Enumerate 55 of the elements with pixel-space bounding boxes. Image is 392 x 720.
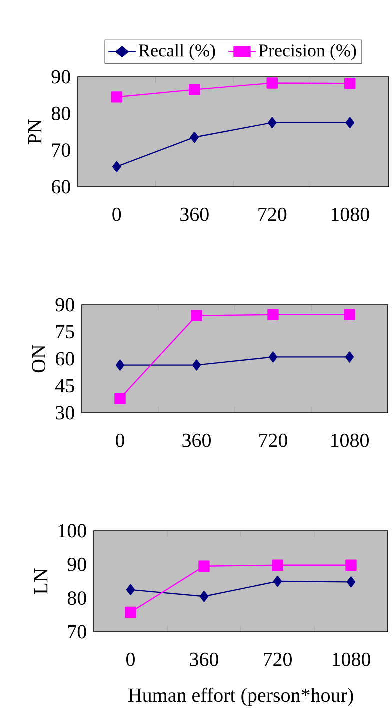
- point: [268, 309, 279, 320]
- x-tick-label: 0: [126, 652, 135, 666]
- point: [268, 352, 278, 363]
- y-tick-label: 70: [52, 144, 70, 158]
- point: [272, 560, 284, 571]
- legend-label: Precision (%): [259, 44, 356, 60]
- x-axis-title: Human effort (person*hour): [128, 688, 354, 706]
- y-axis-title: PN: [28, 120, 42, 144]
- point: [344, 78, 356, 90]
- point: [111, 92, 122, 103]
- y-tick-label: 60: [56, 352, 74, 366]
- y-tick-label: 90: [52, 70, 70, 84]
- point: [200, 591, 209, 602]
- x-tick-label: 1080: [332, 434, 369, 448]
- y-tick-label: 90: [68, 558, 86, 572]
- point: [191, 310, 202, 322]
- point: [268, 117, 277, 128]
- point: [346, 560, 357, 571]
- point: [346, 576, 356, 588]
- y-tick-label: 100: [58, 524, 86, 538]
- y-tick-label: 45: [56, 379, 74, 393]
- point: [273, 576, 282, 588]
- y-axis-title: ON: [32, 345, 46, 373]
- y-tick-label: 90: [56, 298, 74, 312]
- point: [114, 392, 126, 404]
- point: [125, 606, 136, 618]
- y-tick-label: 80: [52, 106, 70, 120]
- x-tick-label: 720: [260, 434, 288, 448]
- y-tick-label: 60: [52, 180, 70, 194]
- y-tick-label: 75: [56, 325, 74, 339]
- point: [192, 360, 202, 371]
- y-axis-title: LN: [34, 568, 48, 594]
- point: [116, 360, 125, 371]
- x-tick-label: 1080: [333, 652, 370, 666]
- point: [126, 584, 136, 596]
- x-tick-label: 720: [258, 208, 287, 222]
- point: [190, 132, 199, 144]
- point: [266, 78, 278, 89]
- x-tick-label: 0: [116, 434, 124, 448]
- point: [344, 309, 356, 320]
- point: [189, 84, 200, 96]
- y-tick-label: 70: [68, 625, 86, 639]
- y-tick-label: 80: [68, 592, 86, 606]
- x-tick-label: 720: [264, 652, 292, 666]
- point: [345, 352, 354, 363]
- x-tick-label: 1080: [332, 208, 370, 222]
- point: [198, 560, 210, 572]
- x-tick-label: 360: [180, 208, 209, 222]
- x-tick-label: 360: [182, 434, 211, 448]
- point: [346, 117, 354, 128]
- point: [112, 161, 122, 172]
- x-tick-label: 0: [112, 208, 122, 222]
- y-tick-label: 30: [56, 406, 74, 420]
- x-tick-label: 360: [190, 652, 218, 666]
- legend-label: Recall (%): [139, 44, 216, 60]
